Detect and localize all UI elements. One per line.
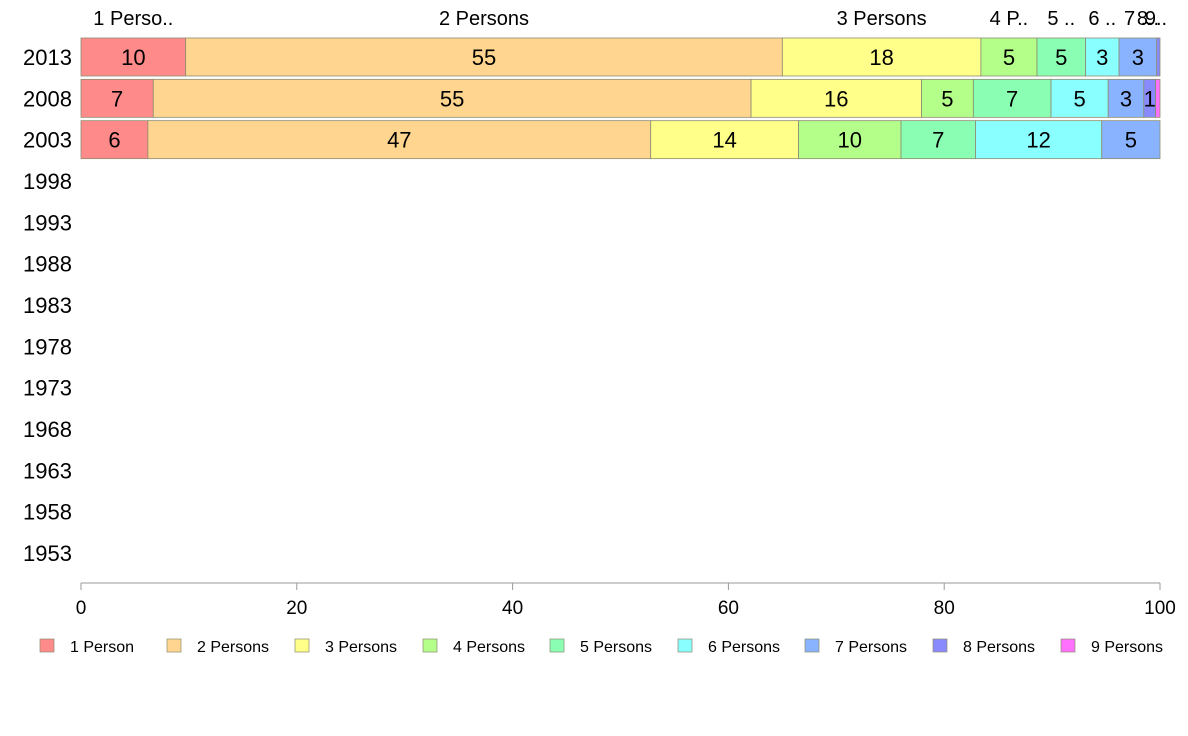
bar-value-label: 5 xyxy=(1055,45,1067,70)
legend-label: 3 Persons xyxy=(325,639,397,656)
bar-value-label: 1 xyxy=(1144,86,1156,111)
bar-value-label: 16 xyxy=(824,86,848,111)
legend-swatch xyxy=(1060,638,1076,653)
segment-name-label: 8.. xyxy=(1137,8,1159,30)
legend-swatch xyxy=(294,638,310,653)
legend-swatch xyxy=(549,638,565,653)
bars: 10 55 18 5 5 3 37 55 16 5 7 5 3 16 47 14 10 7 12 5 xyxy=(80,37,1161,160)
legend: 1 Person 2 Persons 3 Persons 4 Persons 5 Per… xyxy=(39,638,1163,656)
x-tick-label: 60 xyxy=(718,598,739,619)
bar-value-label: 7 xyxy=(111,86,123,111)
bar-value-label: 3 xyxy=(1120,86,1132,111)
y-axis: 2013 2008 2003 1998 1993 1988 1983 1978 1973 1968… xyxy=(23,45,72,566)
bar-segment xyxy=(980,37,1038,77)
x-tick-label: 100 xyxy=(1144,598,1176,619)
legend-label: 6 Persons xyxy=(708,639,780,656)
legend-swatch xyxy=(39,638,55,653)
bar-segment xyxy=(921,78,974,118)
segment-name-label: 2 Persons xyxy=(439,8,529,30)
bar-segment xyxy=(1085,37,1120,77)
bar-segment xyxy=(1118,37,1158,77)
bar-segment xyxy=(900,120,976,160)
bar-value-label: 3 xyxy=(1132,45,1144,70)
segment-name-label: 6 .. xyxy=(1088,8,1116,30)
top-segment-labels: 1 Perso.. 2 Persons 3 Persons 4 P.. 5 .. 6 ..… xyxy=(93,8,1167,30)
bar-segment xyxy=(80,37,187,77)
bar-value-label: 3 xyxy=(1096,45,1108,70)
bar-segment xyxy=(975,120,1103,160)
bar-segment xyxy=(1101,120,1161,160)
bar-segment xyxy=(650,120,799,160)
y-tick-label: 2003 xyxy=(23,128,72,153)
legend-label: 2 Persons xyxy=(197,639,269,656)
bar-value-label: 14 xyxy=(712,128,736,153)
y-tick-label: 1998 xyxy=(23,169,72,194)
x-tick-label: 80 xyxy=(934,598,955,619)
bar-value-label: 5 xyxy=(941,86,953,111)
y-tick-label: 1968 xyxy=(23,417,72,442)
bar-segment xyxy=(80,78,154,118)
x-tick-label: 40 xyxy=(502,598,523,619)
bar-segment xyxy=(1156,37,1161,77)
bar-segment xyxy=(147,120,652,160)
x-tick-label: 0 xyxy=(76,598,87,619)
bar-value-label: 18 xyxy=(869,45,893,70)
bar-value-label: 5 xyxy=(1125,128,1137,153)
bar-value-label: 7 xyxy=(932,128,944,153)
legend-swatch xyxy=(804,638,820,653)
y-tick-label: 1988 xyxy=(23,252,72,277)
bar-value-label: 6 xyxy=(108,128,120,153)
bar-value-label: 10 xyxy=(838,128,862,153)
y-tick-label: 1983 xyxy=(23,293,72,318)
legend-swatch xyxy=(166,638,182,653)
bar-value-label: 12 xyxy=(1026,128,1050,153)
bar-segment xyxy=(972,78,1052,118)
bar-value-label: 10 xyxy=(121,45,145,70)
segment-name-label: 3 Persons xyxy=(837,8,927,30)
legend-label: 5 Persons xyxy=(580,639,652,656)
legend-swatch xyxy=(932,638,948,653)
y-tick-label: 1958 xyxy=(23,500,72,525)
bar-value-label: 55 xyxy=(472,45,496,70)
y-tick-label: 1993 xyxy=(23,210,72,235)
segment-name-label: 1 Perso.. xyxy=(93,8,173,30)
y-tick-label: 1953 xyxy=(23,541,72,566)
bar-segment xyxy=(1155,78,1161,118)
legend-label: 1 Person xyxy=(70,639,134,656)
x-tick-label: 20 xyxy=(286,598,307,619)
bar-value-label: 5 xyxy=(1073,86,1085,111)
bar-segment xyxy=(798,120,902,160)
legend-label: 9 Persons xyxy=(1091,639,1163,656)
bar-value-label: 55 xyxy=(440,86,464,111)
bar-segment xyxy=(80,120,149,160)
y-tick-label: 1963 xyxy=(23,458,72,483)
legend-swatch xyxy=(677,638,693,653)
bar-value-label: 5 xyxy=(1003,45,1015,70)
x-axis: 0 20 40 60 80 100 xyxy=(76,582,1176,619)
legend-label: 8 Persons xyxy=(963,639,1035,656)
bar-value-label: 47 xyxy=(387,128,411,153)
segment-name-label: 4 P.. xyxy=(990,8,1029,30)
bar-value-label: 7 xyxy=(1006,86,1018,111)
y-tick-label: 2008 xyxy=(23,86,72,111)
y-tick-label: 2013 xyxy=(23,45,72,70)
segment-name-label: 7 .. xyxy=(1124,8,1152,30)
legend-label: 7 Persons xyxy=(835,639,907,656)
bar-segment xyxy=(152,78,752,118)
bar-segment xyxy=(1050,78,1109,118)
y-tick-label: 1973 xyxy=(23,376,72,401)
y-tick-label: 1978 xyxy=(23,334,72,359)
bar-segment xyxy=(781,37,982,77)
segment-name-label: 9.. xyxy=(1145,8,1167,30)
legend-label: 4 Persons xyxy=(453,639,525,656)
segment-name-label: 5 .. xyxy=(1047,8,1075,30)
legend-swatch xyxy=(422,638,438,653)
bar-segment xyxy=(1036,37,1086,77)
